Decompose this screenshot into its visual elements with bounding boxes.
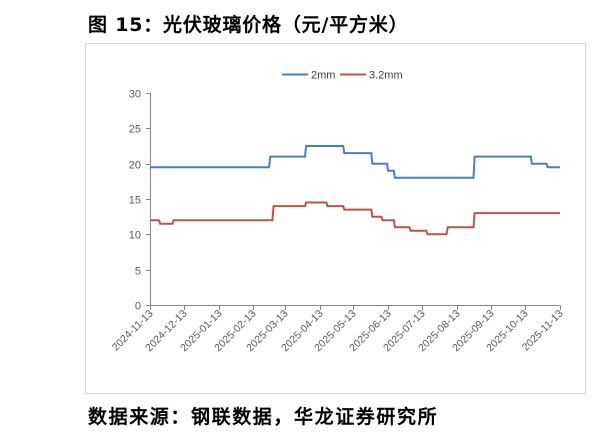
- series-line-3-2mm: [150, 201, 560, 236]
- y-tick-label: 15: [129, 195, 141, 207]
- legend-item-3-2mm: 3.2mm: [340, 70, 403, 82]
- series-lines: [150, 145, 560, 236]
- data-source: 数据来源：钢联数据，华龙证券研究所: [88, 406, 439, 428]
- y-axis: 0 5 10 15 20 25 30: [129, 89, 151, 313]
- y-tick-label: 20: [129, 160, 141, 172]
- y-tick-label: 0: [135, 301, 141, 313]
- y-tick-label: 10: [129, 230, 141, 242]
- series-line-2mm: [150, 145, 560, 179]
- y-tick-label: 25: [129, 124, 141, 136]
- chart-frame: [85, 43, 586, 394]
- legend-label-3-2mm: 3.2mm: [369, 70, 403, 82]
- legend-item-2mm: 2mm: [282, 70, 335, 82]
- y-tick-label: 5: [135, 266, 141, 278]
- y-tick-label: 30: [129, 89, 141, 101]
- figure-title: 图 15：光伏玻璃价格（元/平方米）: [88, 14, 409, 36]
- x-axis: 2024-11-132024-12-132025-01-132025-02-13…: [110, 305, 566, 354]
- legend: 2mm 3.2mm: [282, 70, 403, 82]
- legend-label-2mm: 2mm: [311, 70, 335, 82]
